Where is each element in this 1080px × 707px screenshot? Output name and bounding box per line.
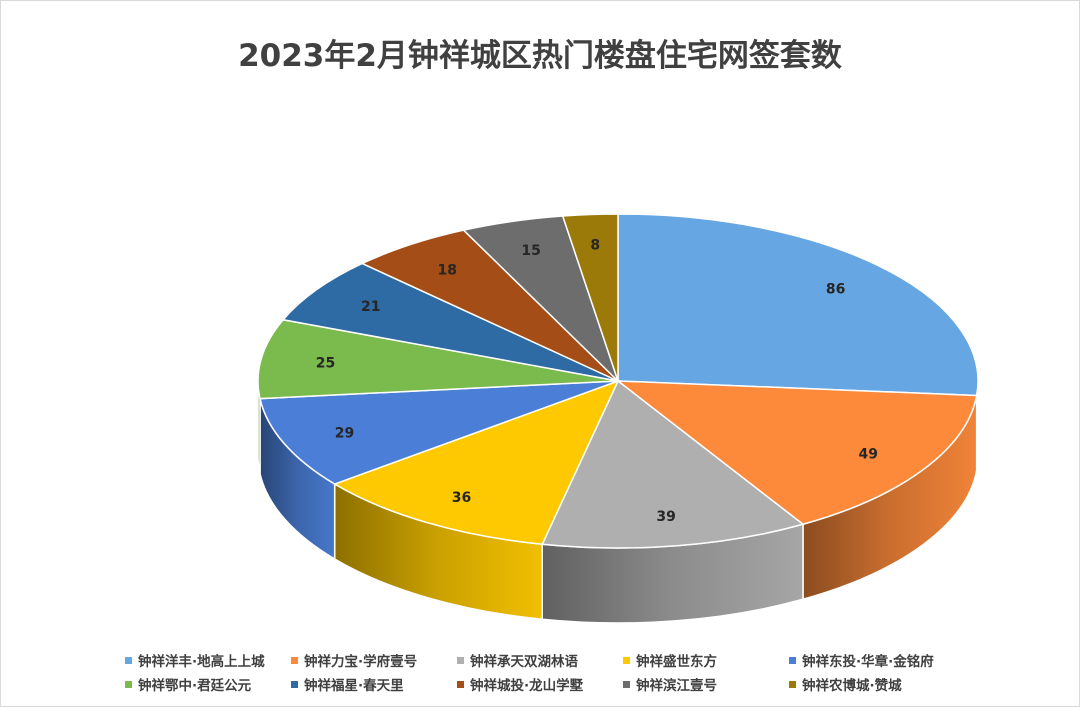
chart-title: 2023年2月钟祥城区热门楼盘住宅网签套数 [238,38,842,74]
legend-item-1: 钟祥力宝·学府壹号 [291,650,457,670]
legend-item-3: 钟祥盛世东方 [623,650,789,670]
legend-label: 钟祥滨江壹号 [636,678,717,694]
legend-label: 钟祥洋丰·地高上上城 [138,654,265,670]
pie-sides [257,380,979,624]
legend-label: 钟祥城投·龙山学墅 [470,678,584,694]
pie-tops [257,213,979,549]
data-label-1: 49 [859,447,878,463]
pie-slice-4 [259,380,619,485]
legend-label: 钟祥鄂中·君廷公元 [138,678,252,694]
pie-slice-0 [617,213,979,397]
data-label-8: 15 [521,243,540,259]
pie-labels: 86 49 39 36 29 25 21 18 15 8 [316,237,878,525]
data-label-2: 39 [656,509,675,525]
pie-slice-6 [281,262,619,382]
data-label-9: 8 [590,237,600,253]
legend-item-0: 钟祥洋丰·地高上上城 [125,650,291,670]
legend-swatch [291,656,298,664]
legend-swatch [125,680,132,688]
legend-item-7: 钟祥城投·龙山学墅 [457,674,623,694]
legend-swatch [789,656,796,664]
legend-swatch [291,680,298,688]
data-label-7: 18 [438,262,457,278]
legend-item-2: 钟祥承天双湖林语 [457,650,623,670]
legend-label: 钟祥东投·华章·金铭府 [802,654,934,670]
data-label-3: 36 [452,490,471,506]
legend-item-4: 钟祥东投·华章·金铭府 [789,650,955,670]
legend-label: 钟祥盛世东方 [636,654,717,670]
pie-slice-1 [615,380,978,526]
legend-swatch [457,656,464,664]
legend-row: 钟祥鄂中·君廷公元 钟祥福星·春天里 钟祥城投·龙山学墅 钟祥滨江壹号 钟祥农博城·赞城 [125,672,985,696]
legend-swatch [789,680,796,688]
legend-row: 钟祥洋丰·地高上上城 钟祥力宝·学府壹号 钟祥承天双湖林语 钟祥盛世东方 钟祥东投·华章… [125,648,985,672]
legend-item-8: 钟祥滨江壹号 [623,674,789,694]
legend-label: 钟祥力宝·学府壹号 [304,654,418,670]
pie-slice-5 [257,318,619,400]
legend-item-9: 钟祥农博城·赞城 [789,674,955,694]
legend-swatch [623,680,630,688]
pie-slice-2 [541,379,805,549]
legend-label: 钟祥福星·春天里 [304,678,404,694]
legend-swatch [623,656,630,664]
data-label-4: 29 [335,425,354,441]
legend-label: 钟祥农博城·赞城 [802,678,902,694]
legend-item-6: 钟祥福星·春天里 [291,674,457,694]
data-label-5: 25 [316,356,335,372]
legend-swatch [125,656,132,664]
pie-slice-9 [561,213,619,382]
data-label-6: 21 [361,299,380,315]
data-label-0: 86 [826,281,845,297]
legend-label: 钟祥承天双湖林语 [470,654,578,670]
pie-slice-3 [332,379,620,546]
legend: 钟祥洋丰·地高上上城 钟祥力宝·学府壹号 钟祥承天双湖林语 钟祥盛世东方 钟祥东投·华章… [125,648,985,696]
legend-item-5: 钟祥鄂中·君廷公元 [125,674,291,694]
legend-swatch [457,680,464,688]
